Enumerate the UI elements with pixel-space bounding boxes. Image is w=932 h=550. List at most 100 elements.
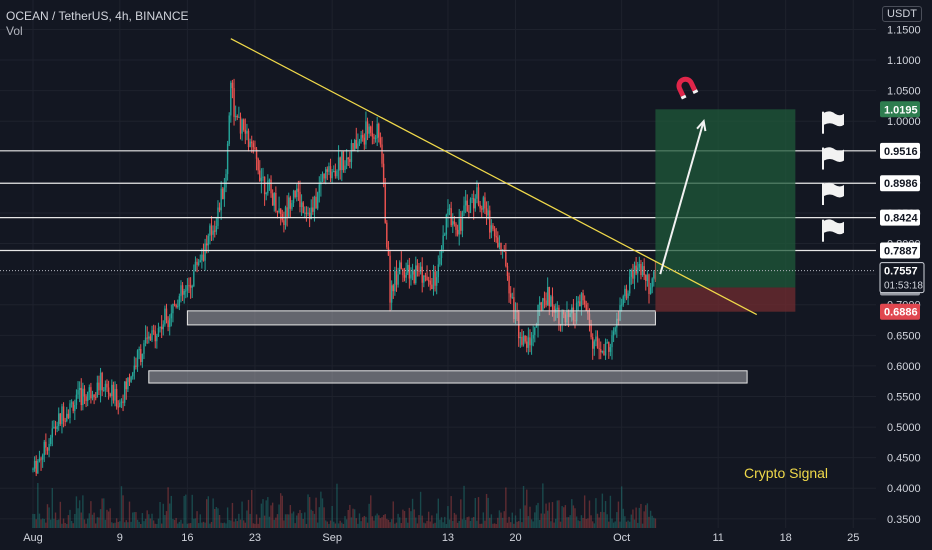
candle-body (136, 350, 139, 367)
volume-bar (440, 517, 443, 528)
candle-body (328, 166, 330, 172)
volume-bar (91, 514, 94, 528)
price-label-text: 1.0195 (884, 104, 918, 116)
candle-body (329, 166, 332, 179)
candle-body (226, 143, 229, 175)
x-axis[interactable]: Aug 9 16 23 Sep 13 20 Oct 11 18 25 (23, 532, 859, 544)
candle-body (172, 304, 174, 314)
volume-bar (419, 491, 422, 528)
candle-body (598, 348, 600, 350)
candle-body (632, 270, 634, 279)
volume-bar (633, 519, 636, 528)
volume-bar (225, 523, 227, 528)
descending-trendline[interactable] (230, 38, 758, 316)
candle-body (199, 260, 201, 263)
currency-selector[interactable]: USDT (882, 6, 922, 22)
volume-bar (606, 514, 608, 528)
volume-bar (101, 498, 103, 528)
candle-body (175, 304, 177, 308)
volume-bar (577, 520, 579, 528)
candle-body (453, 221, 456, 224)
volume-bar (466, 517, 468, 528)
up-arrow-line[interactable] (659, 120, 705, 275)
candle-body (291, 203, 293, 209)
volume-bar (353, 509, 356, 528)
volume-bar (180, 519, 182, 528)
volume-bar (580, 515, 583, 528)
candle-body (74, 405, 76, 411)
volume-indicator-label[interactable]: Vol (6, 24, 23, 38)
volume-bar (38, 513, 41, 528)
volume-bar (115, 518, 118, 528)
candle-body (492, 225, 494, 230)
volume-bar (117, 521, 119, 528)
volume-bar (604, 501, 607, 528)
volume-bar (331, 505, 333, 528)
candle-body (355, 140, 357, 149)
volume-bar (434, 522, 436, 528)
volume-bar (75, 496, 78, 528)
volume-bar (497, 517, 499, 528)
candle-body (160, 326, 163, 330)
candle-body (553, 306, 555, 313)
volume-bar (170, 495, 173, 528)
volume-bar (551, 502, 554, 528)
volume-bar (62, 518, 65, 528)
candle-body (49, 437, 52, 444)
candle-body (267, 181, 269, 194)
volume-bar (140, 523, 142, 528)
candle-body (215, 225, 218, 232)
volume-bar (482, 512, 485, 528)
volume-bar (490, 514, 493, 528)
candle-body (542, 298, 544, 311)
x-tick-label: 25 (847, 532, 859, 544)
support-zones[interactable] (148, 310, 748, 384)
candle-body (294, 190, 296, 198)
volume-bar (41, 518, 44, 528)
candle-body (468, 211, 470, 213)
volume-bar (230, 520, 232, 528)
candle-body (616, 318, 618, 328)
candle-body (111, 384, 113, 396)
candle-body (300, 202, 303, 208)
candle-body (400, 262, 403, 269)
volume-bar (141, 513, 144, 528)
candle-body (210, 225, 213, 235)
long-position-loss-zone[interactable] (655, 287, 796, 312)
volume-bar (109, 508, 111, 528)
volume-bar (461, 519, 464, 528)
volume-bar (452, 520, 454, 528)
volume-bar (160, 523, 163, 528)
volume-bar (302, 518, 304, 528)
candle-body (122, 401, 124, 403)
candle-body (508, 275, 510, 294)
volume-bar (215, 507, 218, 528)
candle-body (564, 314, 567, 323)
x-tick-label: Oct (613, 532, 630, 544)
volume-bar (169, 503, 171, 528)
volume-bars (32, 483, 657, 528)
candle-body (619, 305, 621, 321)
candle-body (54, 426, 57, 429)
volume-bar (312, 510, 314, 528)
volume-bar (628, 521, 631, 528)
candle-body (389, 255, 391, 303)
candle-body (104, 383, 107, 390)
volume-bar (432, 523, 435, 528)
candle-body (513, 297, 515, 320)
volume-bar (592, 521, 594, 528)
candle-body (526, 341, 528, 348)
volume-bar (85, 523, 87, 528)
support-zone (186, 310, 656, 326)
candle-body (429, 280, 431, 285)
volume-bar (286, 514, 288, 528)
candle-body (358, 141, 361, 144)
candle-body (365, 121, 367, 145)
candle-body (583, 300, 586, 305)
volume-bar (165, 511, 168, 528)
candle-body (255, 149, 258, 159)
long-position-profit-zone[interactable] (655, 109, 796, 288)
candle-body (532, 334, 534, 339)
candle-body (191, 286, 193, 288)
